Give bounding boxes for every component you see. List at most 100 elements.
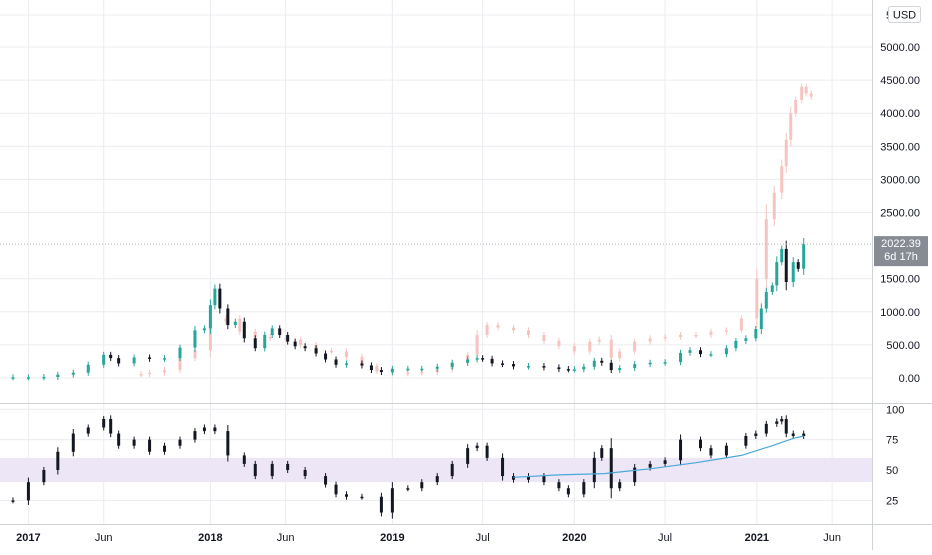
main-candle [618, 368, 622, 371]
oscillator-candle [609, 448, 613, 489]
oscillator-candle [791, 433, 795, 436]
osc-tick-label: 100 [886, 404, 904, 416]
overlay-candle [475, 334, 479, 355]
oscillator-candle [286, 463, 290, 470]
main-candle [314, 348, 318, 354]
y-tick-label: 5000.00 [880, 42, 920, 54]
oscillator-candle [648, 463, 652, 468]
oscillator-candle [42, 470, 46, 483]
overlay-candle [345, 351, 349, 357]
overlay-candle [772, 192, 776, 220]
overlay-candle [542, 334, 546, 341]
oscillator-candle [566, 488, 570, 495]
oscillator-candle [679, 439, 683, 461]
overlay-candle [406, 372, 410, 375]
main-candle [117, 358, 121, 364]
main-candle [286, 334, 290, 342]
y-tick-label: 1000.00 [880, 307, 920, 319]
main-candle [582, 366, 586, 370]
main-candle [796, 262, 800, 269]
oscillator-candle [379, 496, 383, 513]
osc-tick-label: 75 [886, 435, 898, 447]
overlay-candle [809, 93, 813, 97]
y-tick-label: 2500.00 [880, 208, 920, 220]
main-candle [303, 346, 307, 349]
overlay-candle [375, 366, 379, 372]
x-tick-label: 2019 [380, 532, 404, 544]
oscillator-candle [663, 460, 667, 464]
currency-badge [888, 6, 921, 23]
y-tick-label: 0.00 [899, 373, 920, 385]
main-candle [253, 338, 257, 349]
main-candle [334, 359, 338, 365]
main-candle [163, 358, 167, 360]
main-candle [679, 352, 683, 363]
x-tick-label: Jun [95, 532, 113, 544]
oscillator-candle [526, 476, 530, 480]
overlay-candle [789, 113, 793, 140]
main-candle [324, 353, 328, 360]
x-tick-label: 2017 [16, 532, 40, 544]
main-candle [512, 364, 516, 367]
oscillator-candle [202, 427, 206, 432]
overlay-candle [679, 334, 683, 337]
overlay-candle [253, 331, 257, 337]
main-candle [226, 308, 230, 326]
oscillator-candle [485, 445, 489, 458]
main-candle [724, 348, 728, 355]
main-candle [759, 308, 763, 330]
main-candle [42, 377, 46, 379]
overlay-candle [724, 330, 728, 332]
main-candle [270, 328, 274, 335]
overlay-candle [330, 350, 334, 353]
overlay-candle [299, 339, 303, 345]
main-candle [600, 360, 604, 363]
main-candle [26, 377, 30, 379]
overlay-candle [557, 340, 561, 347]
main-candle [109, 354, 113, 359]
main-candle [754, 329, 758, 339]
main-candle [406, 368, 410, 371]
y-tick-label: 4500.00 [880, 75, 920, 87]
oscillator-candle [26, 482, 30, 501]
oscillator-candle [11, 500, 15, 502]
main-candle [233, 321, 237, 326]
overlay-candle [208, 321, 212, 351]
main-candle [242, 321, 246, 339]
main-candle [71, 372, 75, 375]
main-candle [592, 360, 596, 367]
oscillator-candle [744, 435, 748, 446]
overlay-candle [804, 86, 808, 94]
oscillator-candle [784, 418, 788, 434]
oscillator-candle [724, 445, 728, 456]
overlay-candle [588, 341, 592, 352]
overlay-candle [284, 338, 288, 340]
oscillator-candle [193, 431, 197, 440]
main-candle [566, 369, 570, 371]
x-tick-label: Jul [476, 532, 490, 544]
overlay-candle [800, 86, 804, 100]
x-tick-label: Jun [823, 532, 841, 544]
overlay-candle [764, 219, 768, 279]
overlay-candle [496, 325, 500, 328]
price-label-countdown: 6d 17h [884, 251, 918, 263]
oscillator-candle [270, 463, 274, 477]
main-candle [633, 364, 637, 369]
main-candle [202, 328, 206, 331]
overlay-candle [178, 358, 182, 371]
overlay-candle [780, 166, 784, 193]
overlay-candle [794, 99, 798, 114]
main-candle [698, 350, 702, 355]
oscillator-candle [324, 476, 328, 485]
main-candle [102, 354, 106, 365]
oscillator-candle [582, 482, 586, 495]
oscillator-candle [450, 463, 454, 477]
overlay-candle [148, 372, 152, 375]
main-candle [293, 341, 297, 347]
overlay-candle [163, 370, 167, 373]
oscillator-candle [109, 418, 113, 434]
y-tick-label: 1500.00 [880, 274, 920, 286]
main-candle [791, 262, 795, 283]
